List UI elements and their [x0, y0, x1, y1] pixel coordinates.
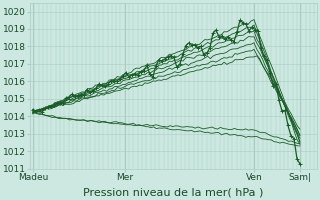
X-axis label: Pression niveau de la mer( hPa ): Pression niveau de la mer( hPa ) — [84, 187, 264, 197]
